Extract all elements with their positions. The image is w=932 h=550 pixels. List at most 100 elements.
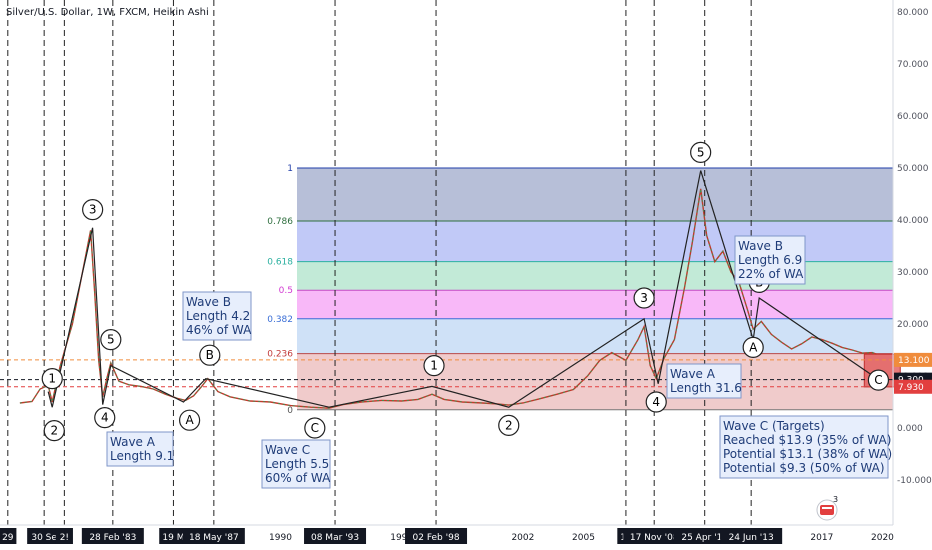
annotation-line: Wave B [186, 295, 231, 309]
wave-label: 5 [690, 141, 712, 163]
x-tick: 18 May '87 [182, 528, 245, 544]
x-tick-bg [304, 528, 367, 544]
annotation-line: 46% of WA [186, 323, 252, 337]
y-tick-label: 70.000 [897, 60, 929, 70]
wave-label-text: 2 [505, 418, 513, 432]
y-tick-label: 40.000 [897, 216, 929, 226]
y-tick-label: 80.000 [897, 8, 929, 18]
wave-label-circle [498, 414, 520, 436]
wave-label: C [867, 369, 890, 391]
wave-label-text: 3 [640, 291, 648, 305]
price-axis-label-text: 7.930 [898, 383, 924, 393]
x-tick: 1990 [269, 533, 292, 543]
wave-label-circle [100, 329, 122, 351]
x-tick: 9 [459, 533, 465, 543]
x-tick: 2005 [572, 533, 595, 543]
y-tick-label: 0.000 [897, 424, 923, 434]
wave-label-circle [43, 420, 65, 442]
annotation-line: Wave A [110, 435, 156, 449]
annotation-line: Wave A [670, 367, 716, 381]
x-tick-label: 2020 [871, 533, 894, 543]
y-tick-label: -10.000 [897, 476, 932, 486]
x-tick-label: 2005 [572, 533, 595, 543]
annotation-box [261, 439, 331, 489]
price-axis-label-bg [894, 379, 932, 394]
fib-level-label: 0.786 [267, 217, 293, 227]
fibonacci-retracement: 1 0.786 0.618 0.5 0.382 0.236 0 [0, 164, 901, 416]
x-tick: 02 Feb '98 [405, 528, 468, 544]
wave-label-text: A [749, 340, 758, 354]
x-tick-label: 19 M [162, 533, 184, 543]
x-tick-label: 02 Feb '98 [413, 533, 460, 543]
wave-label: 3 [82, 199, 104, 221]
wave-label: 2 [498, 414, 520, 436]
x-tick-bg [182, 528, 245, 544]
wave-label-circle [199, 344, 221, 366]
wave-label-circle [742, 336, 764, 358]
x-tick-label: 28 Feb '83 [89, 533, 136, 543]
wave-label-circle [645, 391, 667, 413]
chart-title: Silver/U.S. Dollar, 1W, FXCM, Heikin Ash… [6, 7, 209, 18]
fib-band [297, 353, 893, 410]
x-tick-label: 1990 [269, 533, 292, 543]
x-tick-bg [720, 528, 783, 544]
wave-label: 1 [423, 355, 445, 377]
tradingview-badge: 3 [816, 495, 838, 521]
annotation-line: Length 9.1 [110, 449, 174, 463]
wave-label-text: 5 [107, 333, 115, 347]
y-tick-label: 60.000 [897, 112, 929, 122]
x-tick-label: 25 Apr '11 [681, 533, 728, 543]
wave-label: 1 [41, 368, 63, 390]
wave-label: 3 [633, 287, 655, 309]
annotation-line: Potential $13.1 (38% of WA) [723, 447, 892, 461]
x-tick-bg [623, 528, 686, 544]
annotation-line: Length 4.2 [186, 309, 250, 323]
wave-label-circle [633, 287, 655, 309]
annotation-wave-c-2: Wave C (Targets)Reached $13.9 (35% of WA… [719, 415, 892, 479]
x-tick: 17 Nov '08 [623, 528, 686, 544]
x-tick: 08 Mar '93 [304, 528, 367, 544]
annotation-line: Wave B [738, 239, 783, 253]
wave-label-text: 4 [101, 411, 109, 425]
x-tick-label: 9 [459, 533, 465, 543]
fib-level-label: 0.236 [267, 350, 293, 360]
fib-level-label: 1 [287, 164, 293, 174]
wave-label-text: 3 [89, 203, 97, 217]
wave-label-circle [82, 199, 104, 221]
price-axis-label: 13.100 [894, 352, 932, 367]
x-tick: 2002 [511, 533, 534, 543]
fib-level-label: 0.618 [267, 258, 293, 268]
x-tick-label: 29 [2, 533, 14, 543]
x-tick-bg [159, 528, 188, 544]
fib-band [297, 168, 893, 222]
wave-label-circle [179, 409, 201, 431]
price-line-up [19, 188, 877, 409]
x-tick-label: 17 Nov '08 [630, 533, 679, 543]
x-tick-label: 08 Mar '93 [311, 533, 359, 543]
wave-label-text: A [185, 413, 194, 427]
annotation-box [106, 431, 174, 467]
wave-label-circle [304, 417, 326, 439]
wave-label-text: 2 [50, 424, 58, 438]
x-tick: 24 Jun '13 [720, 528, 783, 544]
annotation-line: Length 31.6 [670, 381, 742, 395]
wave-label-text: 4 [652, 395, 660, 409]
wave-label-text: C [311, 421, 319, 435]
x-tick-bg [405, 528, 468, 544]
elliott-wave-path [328, 170, 877, 408]
y-tick-label: 20.000 [897, 320, 929, 330]
wave-label-circle [867, 369, 890, 391]
fib-level-label: 0.382 [267, 315, 293, 325]
wave-label-circle [423, 355, 445, 377]
annotation-line: Wave C [265, 443, 310, 457]
x-tick: 2017 [810, 533, 833, 543]
price-axis-label-bg [894, 352, 932, 367]
annotation-box [666, 363, 742, 399]
x-tick-label: 24 Jun '13 [729, 533, 774, 543]
annotation-box [734, 235, 806, 285]
